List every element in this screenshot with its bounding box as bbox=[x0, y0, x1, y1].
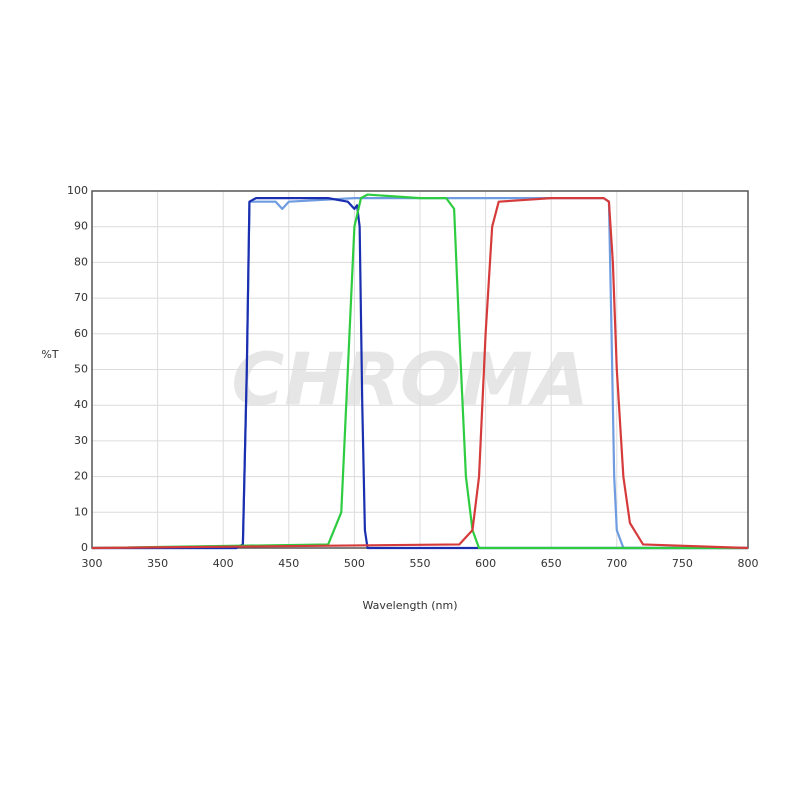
y-tick-label: 20 bbox=[74, 470, 88, 483]
x-tick-label: 350 bbox=[147, 557, 168, 570]
series-line bbox=[91, 197, 749, 550]
y-tick-label: 90 bbox=[74, 220, 88, 233]
x-tick-label: 750 bbox=[672, 557, 693, 570]
y-tick-label: 30 bbox=[74, 434, 88, 447]
x-tick-label: 650 bbox=[541, 557, 562, 570]
y-axis-label: %T bbox=[41, 348, 58, 361]
y-tick-label: 50 bbox=[74, 363, 88, 376]
x-tick-label: 500 bbox=[344, 557, 365, 570]
x-tick-label: 600 bbox=[475, 557, 496, 570]
x-tick-label: 550 bbox=[410, 557, 431, 570]
x-tick-label: 450 bbox=[278, 557, 299, 570]
y-tick-label: 80 bbox=[74, 255, 88, 268]
series-line bbox=[92, 197, 748, 550]
y-tick-label: 100 bbox=[67, 184, 88, 197]
series-line bbox=[91, 193, 748, 550]
y-tick-label: 10 bbox=[74, 505, 88, 518]
y-tick-label: 0 bbox=[81, 541, 88, 554]
y-tick-label: 60 bbox=[74, 327, 88, 340]
x-tick-label: 300 bbox=[82, 557, 103, 570]
x-tick-label: 400 bbox=[213, 557, 234, 570]
x-axis-label: Wavelength (nm) bbox=[362, 599, 457, 612]
watermark: CHROMA bbox=[231, 338, 588, 422]
y-tick-label: 70 bbox=[74, 291, 88, 304]
y-tick-label: 40 bbox=[74, 398, 88, 411]
x-tick-label: 700 bbox=[606, 557, 627, 570]
x-tick-label: 800 bbox=[738, 557, 759, 570]
